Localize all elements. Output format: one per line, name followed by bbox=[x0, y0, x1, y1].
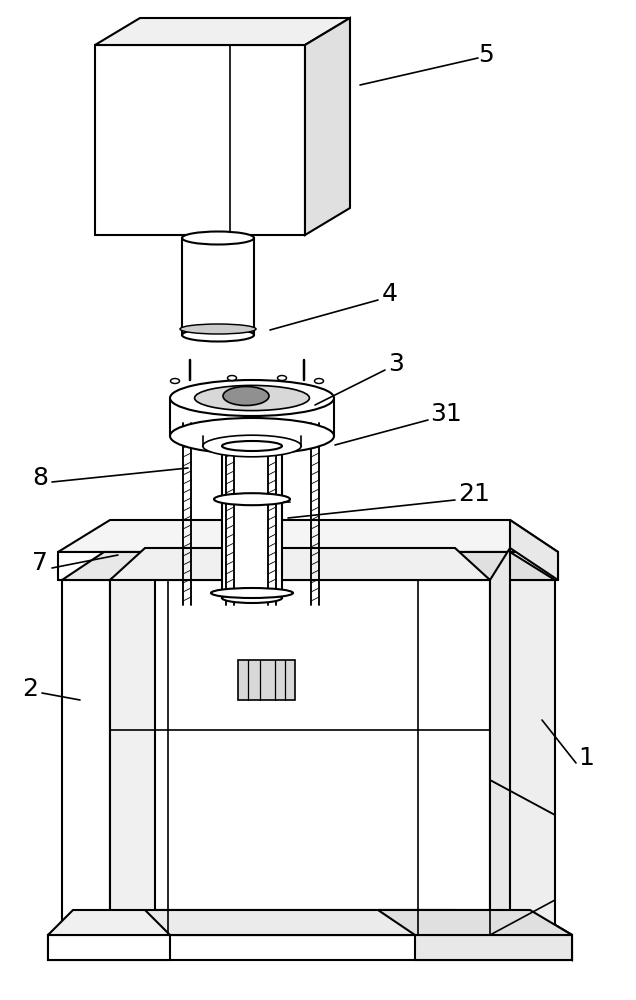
Polygon shape bbox=[48, 935, 170, 960]
Polygon shape bbox=[448, 552, 555, 580]
Ellipse shape bbox=[182, 328, 254, 342]
Ellipse shape bbox=[182, 232, 254, 244]
Text: 4: 4 bbox=[382, 282, 398, 306]
Polygon shape bbox=[305, 18, 350, 235]
Polygon shape bbox=[222, 446, 282, 598]
Ellipse shape bbox=[203, 435, 301, 457]
Text: 31: 31 bbox=[430, 402, 462, 426]
Polygon shape bbox=[58, 520, 558, 552]
Text: 5: 5 bbox=[478, 43, 494, 67]
Ellipse shape bbox=[170, 380, 334, 416]
Polygon shape bbox=[490, 580, 555, 935]
Ellipse shape bbox=[228, 375, 237, 380]
Ellipse shape bbox=[223, 386, 269, 406]
Polygon shape bbox=[62, 552, 152, 580]
Polygon shape bbox=[62, 580, 110, 935]
Ellipse shape bbox=[222, 441, 282, 451]
Polygon shape bbox=[95, 45, 305, 235]
Text: 1: 1 bbox=[578, 746, 594, 770]
Ellipse shape bbox=[170, 418, 334, 454]
Ellipse shape bbox=[277, 375, 286, 380]
Text: 21: 21 bbox=[458, 482, 490, 506]
Polygon shape bbox=[510, 520, 558, 580]
Text: 3: 3 bbox=[388, 352, 404, 376]
Polygon shape bbox=[415, 935, 572, 960]
Polygon shape bbox=[378, 910, 572, 935]
Ellipse shape bbox=[180, 324, 256, 334]
Polygon shape bbox=[490, 548, 510, 935]
Polygon shape bbox=[95, 18, 350, 45]
Ellipse shape bbox=[222, 593, 282, 603]
Polygon shape bbox=[48, 910, 170, 935]
Ellipse shape bbox=[211, 588, 293, 598]
Text: 8: 8 bbox=[32, 466, 48, 490]
Text: 2: 2 bbox=[22, 677, 38, 701]
Polygon shape bbox=[530, 910, 572, 960]
Polygon shape bbox=[110, 910, 490, 935]
Ellipse shape bbox=[195, 385, 309, 411]
Polygon shape bbox=[48, 910, 572, 935]
Polygon shape bbox=[48, 935, 572, 960]
Polygon shape bbox=[110, 548, 155, 935]
Polygon shape bbox=[110, 548, 490, 580]
Polygon shape bbox=[238, 660, 295, 700]
Ellipse shape bbox=[170, 378, 179, 383]
Ellipse shape bbox=[314, 378, 324, 383]
Ellipse shape bbox=[214, 493, 290, 505]
Text: 7: 7 bbox=[32, 551, 48, 575]
Polygon shape bbox=[58, 552, 558, 580]
Polygon shape bbox=[182, 238, 254, 335]
